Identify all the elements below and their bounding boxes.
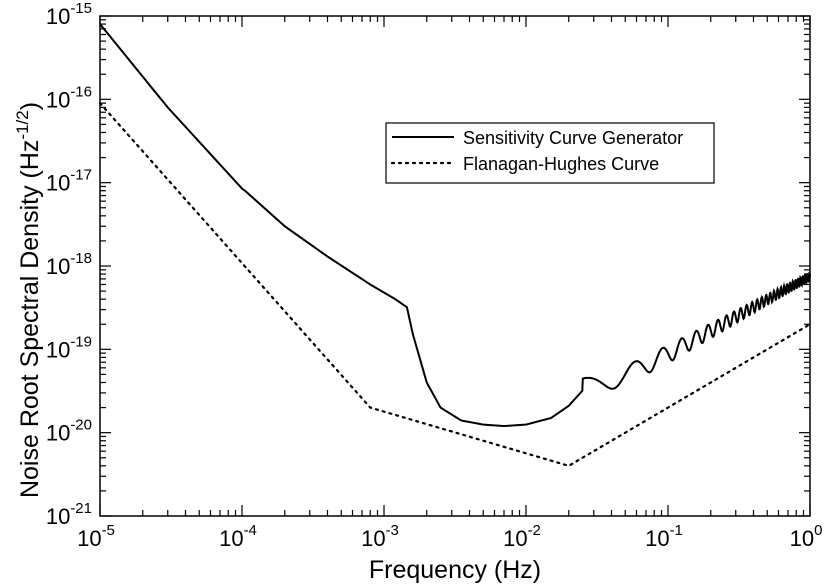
y-tick-label-exponent: -20 <box>70 417 92 434</box>
y-axis-label-exponent: -1/2 <box>13 110 32 139</box>
y-tick-label: 10-19 <box>46 333 92 362</box>
y-tick-label-base: 10 <box>46 254 70 279</box>
y-tick-label: 10-18 <box>46 250 92 279</box>
x-tick-label-exponent: -3 <box>386 522 399 539</box>
series-flanagan-hughes-curve <box>98 102 812 468</box>
y-tick-label: 10-16 <box>46 83 92 112</box>
plot-frame <box>99 15 811 517</box>
y-tick-label-base: 10 <box>46 337 70 362</box>
legend-box <box>385 122 715 184</box>
y-tick-label-base: 10 <box>46 421 70 446</box>
y-tick-label-exponent: -16 <box>70 83 92 100</box>
x-tick-label-exponent: -4 <box>244 522 257 539</box>
x-axis-label: Frequency (Hz) <box>369 556 541 584</box>
x-tick-label-base: 10 <box>361 526 385 551</box>
legend-label-sensitivity: Sensitivity Curve Generator <box>463 128 683 148</box>
x-tick-label: 100 <box>790 522 823 551</box>
y-tick-label: 10-17 <box>46 167 92 196</box>
y-tick-label-exponent: -21 <box>70 500 92 517</box>
y-tick-label: 10-20 <box>46 417 92 446</box>
x-tick-label: 10-3 <box>361 522 399 551</box>
y-tick-label-exponent: -15 <box>70 0 92 17</box>
x-tick-label: 10-1 <box>645 522 683 551</box>
x-tick-label-exponent: -5 <box>102 522 115 539</box>
y-tick-label: 10-15 <box>46 0 92 29</box>
y-tick-label-base: 10 <box>46 171 70 196</box>
y-tick-label-exponent: -19 <box>70 333 92 350</box>
x-tick-label-base: 10 <box>219 526 243 551</box>
x-tick-label-exponent: 0 <box>814 522 822 539</box>
axis-ticks <box>99 15 811 517</box>
y-axis-label: Noise Root Spectral Density (Hz-1/2) <box>13 102 44 498</box>
x-tick-label-base: 10 <box>790 526 814 551</box>
x-tick-label: 10-4 <box>219 522 257 551</box>
y-tick-label-exponent: -18 <box>70 250 92 267</box>
x-tick-label: 10-2 <box>503 522 541 551</box>
x-tick-label-base: 10 <box>77 526 101 551</box>
y-tick-label-exponent: -17 <box>70 167 92 184</box>
y-tick-label: 10-21 <box>46 500 92 529</box>
x-tick-label-exponent: -2 <box>528 522 541 539</box>
series-sensitivity-curve-generator <box>99 23 811 428</box>
y-tick-label-base: 10 <box>46 504 70 529</box>
y-tick-label-base: 10 <box>46 4 70 29</box>
y-axis-label-end: ) <box>16 102 44 110</box>
x-tick-label-base: 10 <box>503 526 527 551</box>
legend: Sensitivity Curve Generator Flanagan-Hug… <box>385 122 715 184</box>
legend-label-flanagan-hughes: Flanagan-Hughes Curve <box>463 154 659 174</box>
x-tick-label: 10-5 <box>77 522 115 551</box>
x-tick-labels: 10-5 10-4 10-3 10-2 10-1 100 <box>77 522 822 551</box>
x-tick-label-exponent: -1 <box>670 522 683 539</box>
y-tick-label-base: 10 <box>46 87 70 112</box>
series-layer <box>98 23 812 468</box>
y-axis-label-main: Noise Root Spectral Density (Hz <box>16 140 44 498</box>
x-tick-label-base: 10 <box>645 526 669 551</box>
